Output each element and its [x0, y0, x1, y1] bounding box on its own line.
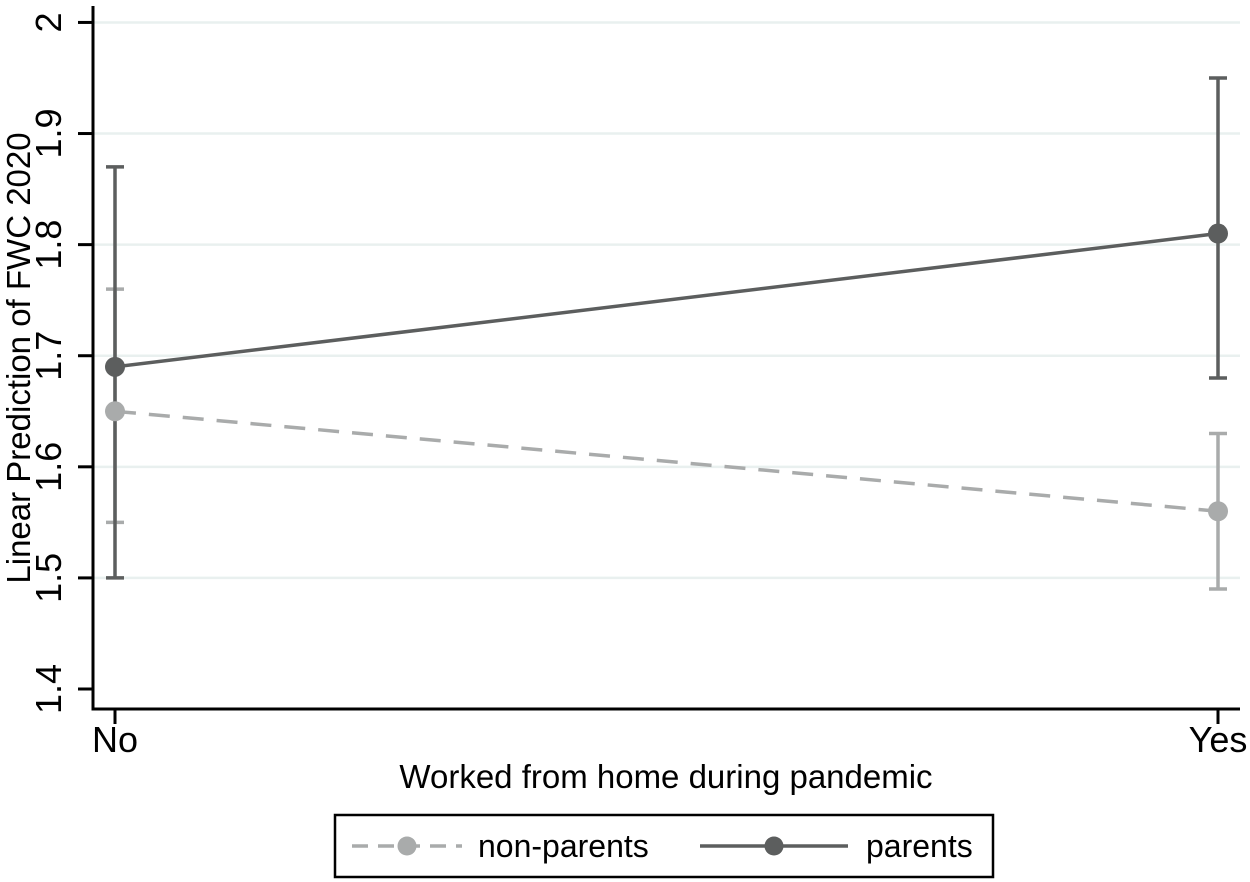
series-line-parents [114, 231, 1219, 369]
y-tick-label: 1.7 [28, 331, 69, 381]
y-tick-label: 1.8 [28, 220, 69, 270]
y-tick-label: 1.9 [28, 109, 69, 159]
series-line-non-parents [114, 409, 1219, 513]
marker-parents [105, 356, 125, 377]
y-tick-label: 2 [28, 12, 69, 32]
x-axis-title: Worked from home during pandemic [399, 758, 932, 795]
legend-label-parents: parents [866, 828, 973, 864]
y-tick-label: 1.5 [28, 553, 69, 603]
x-tick-label: No [92, 719, 138, 760]
marker-non-parents [105, 401, 125, 422]
marker-parents [1208, 223, 1228, 244]
legend-sample-marker-parents [764, 836, 784, 856]
legend-sample-marker-non-parents [397, 836, 417, 856]
marker-non-parents [1208, 501, 1228, 522]
y-tick-label: 1.6 [28, 442, 69, 492]
x-tick-label: Yes [1189, 719, 1248, 760]
y-axis-title: Linear Prediction of FWC 2020 [0, 132, 37, 583]
legend-label-non-parents: non-parents [478, 828, 649, 864]
y-tick-label: 1.4 [28, 664, 69, 714]
